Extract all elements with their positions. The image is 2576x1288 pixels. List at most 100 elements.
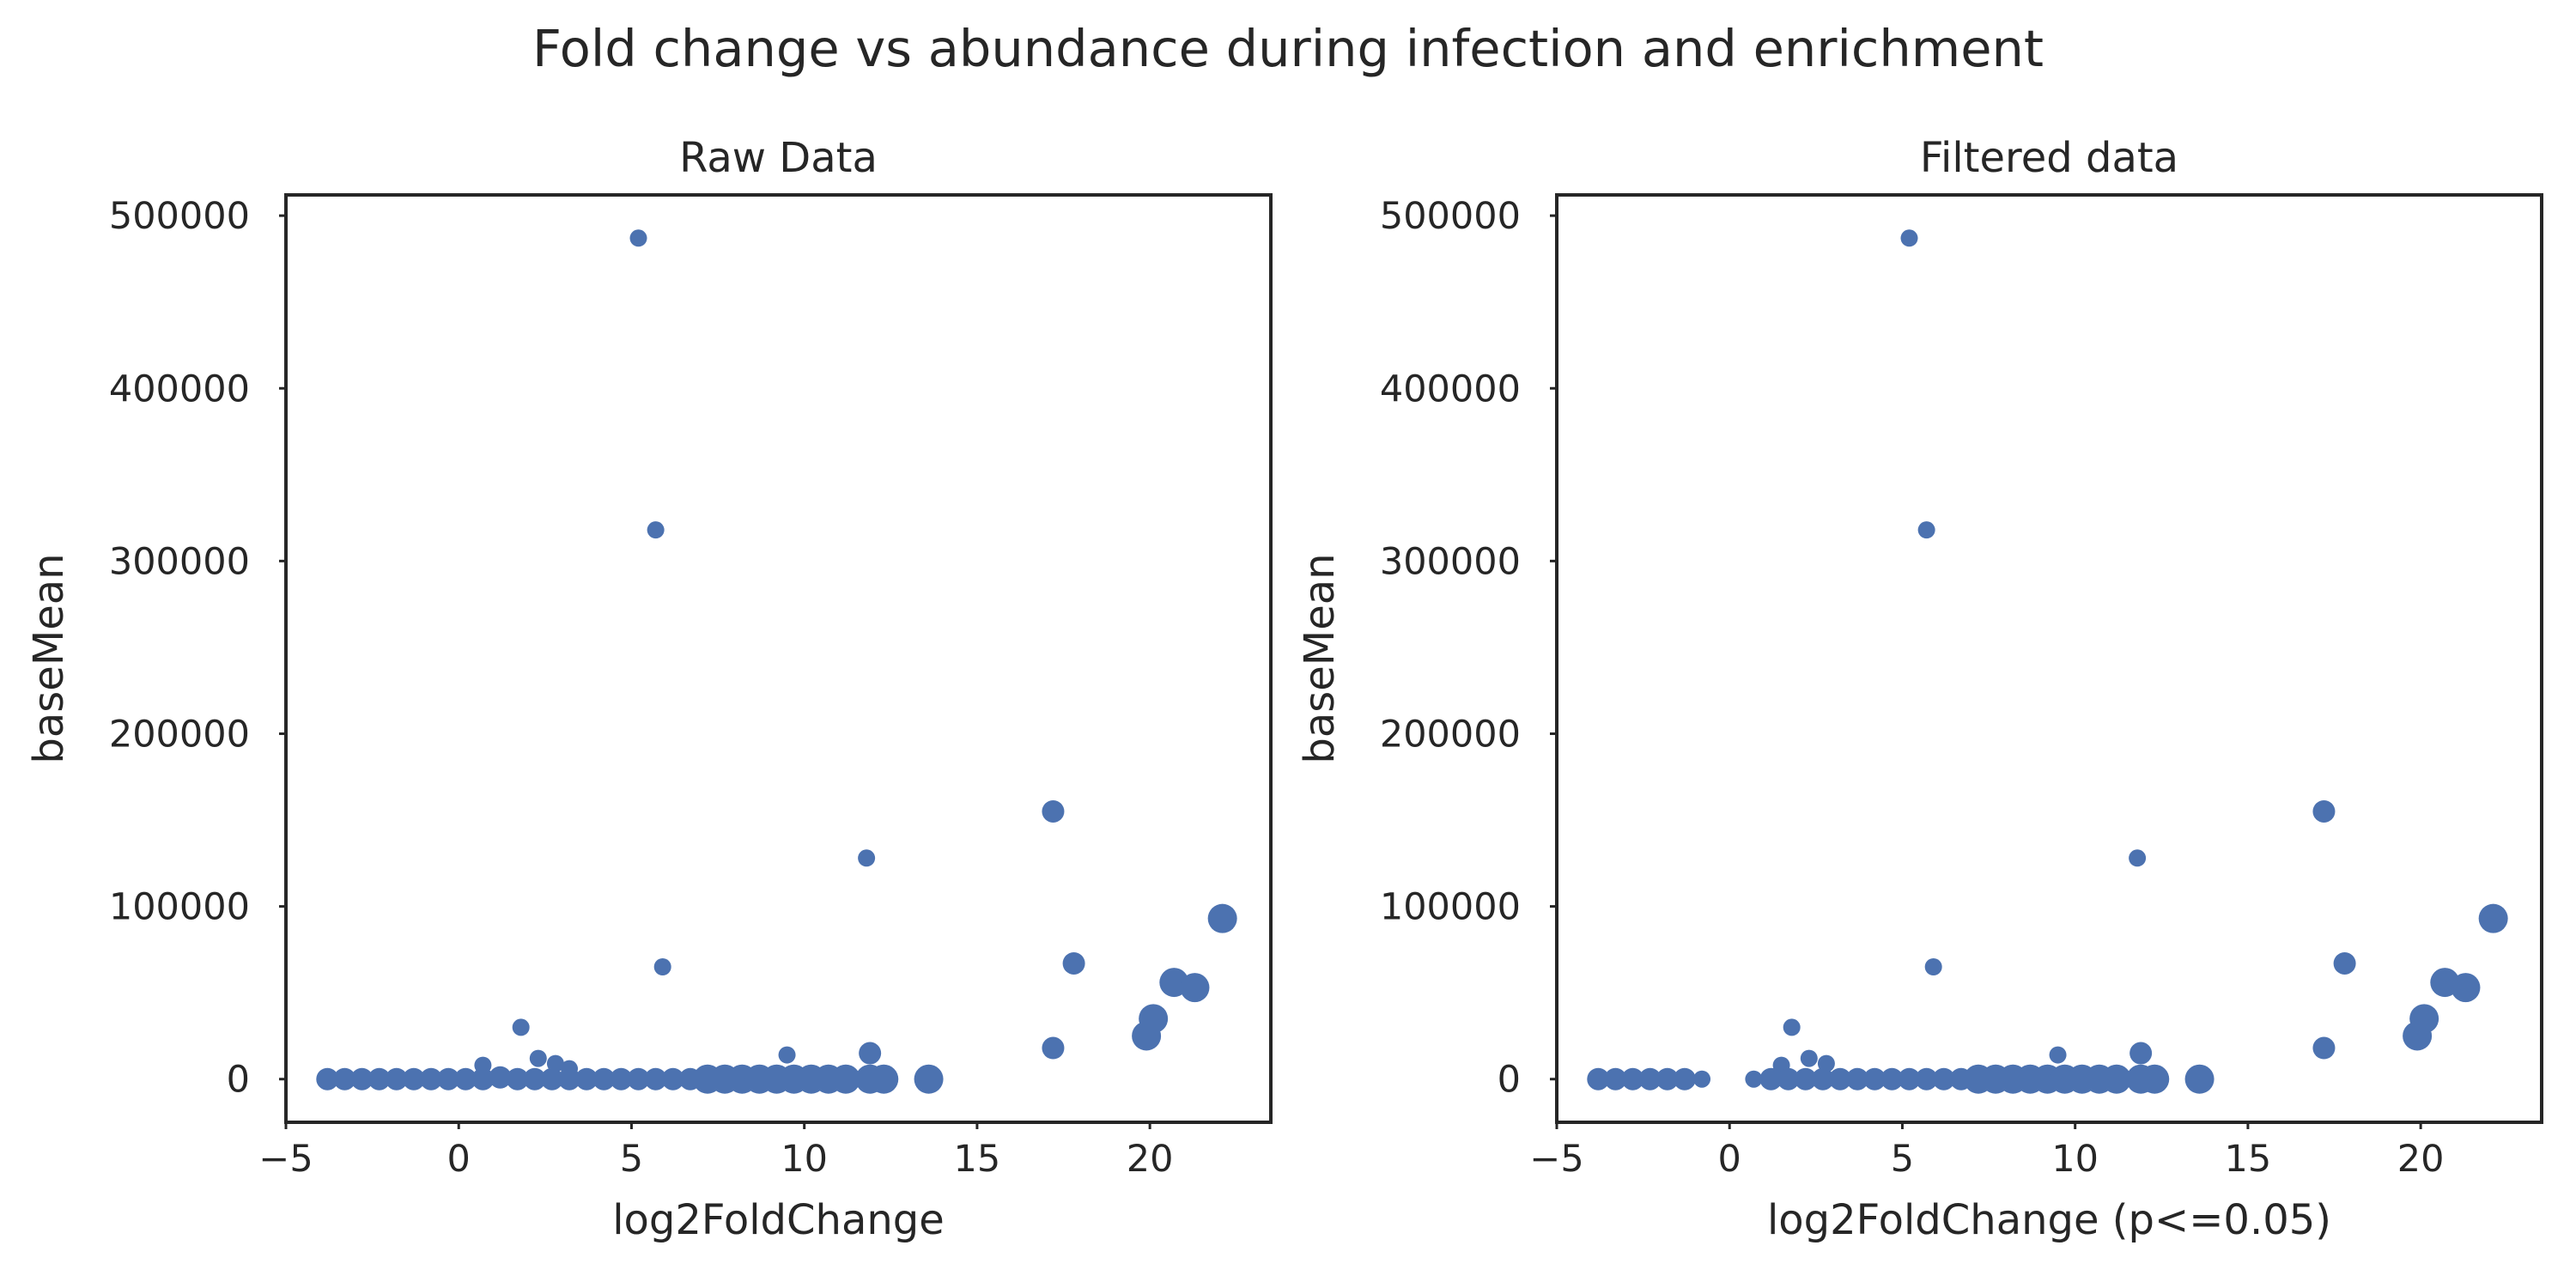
- data-point: [402, 1067, 425, 1091]
- x-tick-label: 5: [620, 1138, 643, 1181]
- data-point: [420, 1067, 443, 1091]
- x-tick-label: 0: [447, 1138, 471, 1181]
- y-tick-label: 0: [227, 1059, 250, 1102]
- data-point: [2333, 951, 2356, 975]
- data-point: [1132, 1021, 1162, 1051]
- data-point: [1621, 1067, 1644, 1091]
- panel-title: Raw Data: [679, 134, 878, 182]
- data-point: [830, 1064, 860, 1094]
- y-axis-label: baseMean: [25, 553, 73, 763]
- data-point: [540, 1067, 563, 1091]
- data-point: [471, 1067, 495, 1091]
- data-point: [1829, 1067, 1852, 1091]
- data-point: [1915, 1067, 1938, 1091]
- y-tick-label: 200000: [109, 713, 250, 756]
- data-point: [1042, 1036, 1065, 1060]
- data-point: [1863, 1067, 1886, 1091]
- data-point: [1846, 1067, 1869, 1091]
- data-point: [1042, 799, 1065, 823]
- data-point: [610, 1067, 633, 1091]
- data-point: [2140, 1064, 2170, 1094]
- y-tick-label: 100000: [109, 886, 250, 929]
- data-point: [1900, 229, 1918, 247]
- figure-title: Fold change vs abundance during infectio…: [532, 19, 2044, 78]
- data-point: [333, 1067, 356, 1091]
- data-point: [647, 521, 665, 539]
- data-point: [592, 1067, 616, 1091]
- data-point: [316, 1067, 339, 1091]
- data-point: [1880, 1067, 1904, 1091]
- data-point: [350, 1067, 374, 1091]
- data-point: [1924, 957, 1942, 975]
- data-point: [1604, 1067, 1627, 1091]
- data-point: [1777, 1067, 1800, 1091]
- data-point: [869, 1064, 899, 1094]
- data-point: [661, 1067, 684, 1091]
- data-point: [523, 1067, 546, 1091]
- y-tick-label: 500000: [1380, 195, 1521, 238]
- data-point: [437, 1067, 460, 1091]
- data-point: [489, 1066, 512, 1089]
- x-tick-label: 10: [781, 1138, 828, 1181]
- data-point: [1794, 1067, 1817, 1091]
- data-point: [2312, 799, 2336, 823]
- data-point: [2312, 1036, 2336, 1060]
- data-point: [2129, 1042, 2153, 1065]
- x-tick-label: 15: [954, 1138, 1001, 1181]
- data-point: [644, 1067, 667, 1091]
- data-point: [778, 1046, 796, 1064]
- data-point: [858, 849, 876, 867]
- data-point: [368, 1067, 391, 1091]
- y-tick-label: 0: [1498, 1059, 1521, 1102]
- data-point: [529, 1049, 547, 1067]
- y-tick-label: 100000: [1380, 886, 1521, 929]
- y-axis-label: baseMean: [1296, 553, 1344, 763]
- data-point: [1673, 1067, 1696, 1091]
- data-point: [1759, 1067, 1783, 1091]
- data-point: [627, 1067, 650, 1091]
- data-point: [2101, 1064, 2131, 1094]
- x-tick-label: 10: [2051, 1138, 2099, 1181]
- data-point: [1898, 1067, 1921, 1091]
- data-point: [2478, 903, 2508, 933]
- plot-frame: [1555, 193, 2543, 1124]
- data-point: [1656, 1067, 1679, 1091]
- data-point: [1800, 1049, 1818, 1067]
- y-tick-label: 200000: [1380, 713, 1521, 756]
- x-tick-label: 0: [1718, 1138, 1741, 1181]
- data-point: [653, 957, 671, 975]
- data-point: [546, 1054, 564, 1072]
- data-point: [1783, 1018, 1801, 1036]
- data-point: [1745, 1070, 1763, 1088]
- data-point: [2403, 1021, 2433, 1051]
- data-point: [1062, 951, 1085, 975]
- data-point: [1207, 903, 1237, 933]
- x-tick-label: 20: [2397, 1138, 2445, 1181]
- x-tick-label: −5: [1529, 1138, 1583, 1181]
- data-point: [1932, 1067, 1955, 1091]
- panel-title: Filtered data: [1920, 134, 2178, 182]
- data-point: [2129, 849, 2147, 867]
- y-tick-label: 300000: [1380, 540, 1521, 583]
- x-tick-label: 5: [1891, 1138, 1914, 1181]
- x-tick-label: 20: [1127, 1138, 1174, 1181]
- x-axis-label: log2FoldChange: [612, 1196, 945, 1244]
- data-point: [558, 1067, 581, 1091]
- data-point: [1817, 1054, 1835, 1072]
- y-tick-label: 300000: [109, 540, 250, 583]
- data-point: [2451, 973, 2481, 1003]
- data-point: [512, 1018, 530, 1036]
- data-point: [575, 1067, 598, 1091]
- data-point: [506, 1067, 529, 1091]
- data-point: [1638, 1067, 1662, 1091]
- data-point: [1587, 1067, 1610, 1091]
- data-point: [1693, 1070, 1711, 1088]
- data-point: [2049, 1046, 2067, 1064]
- x-tick-label: −5: [258, 1138, 313, 1181]
- x-tick-label: 15: [2225, 1138, 2272, 1181]
- data-point: [385, 1067, 408, 1091]
- data-point: [454, 1067, 477, 1091]
- data-point: [1811, 1067, 1834, 1091]
